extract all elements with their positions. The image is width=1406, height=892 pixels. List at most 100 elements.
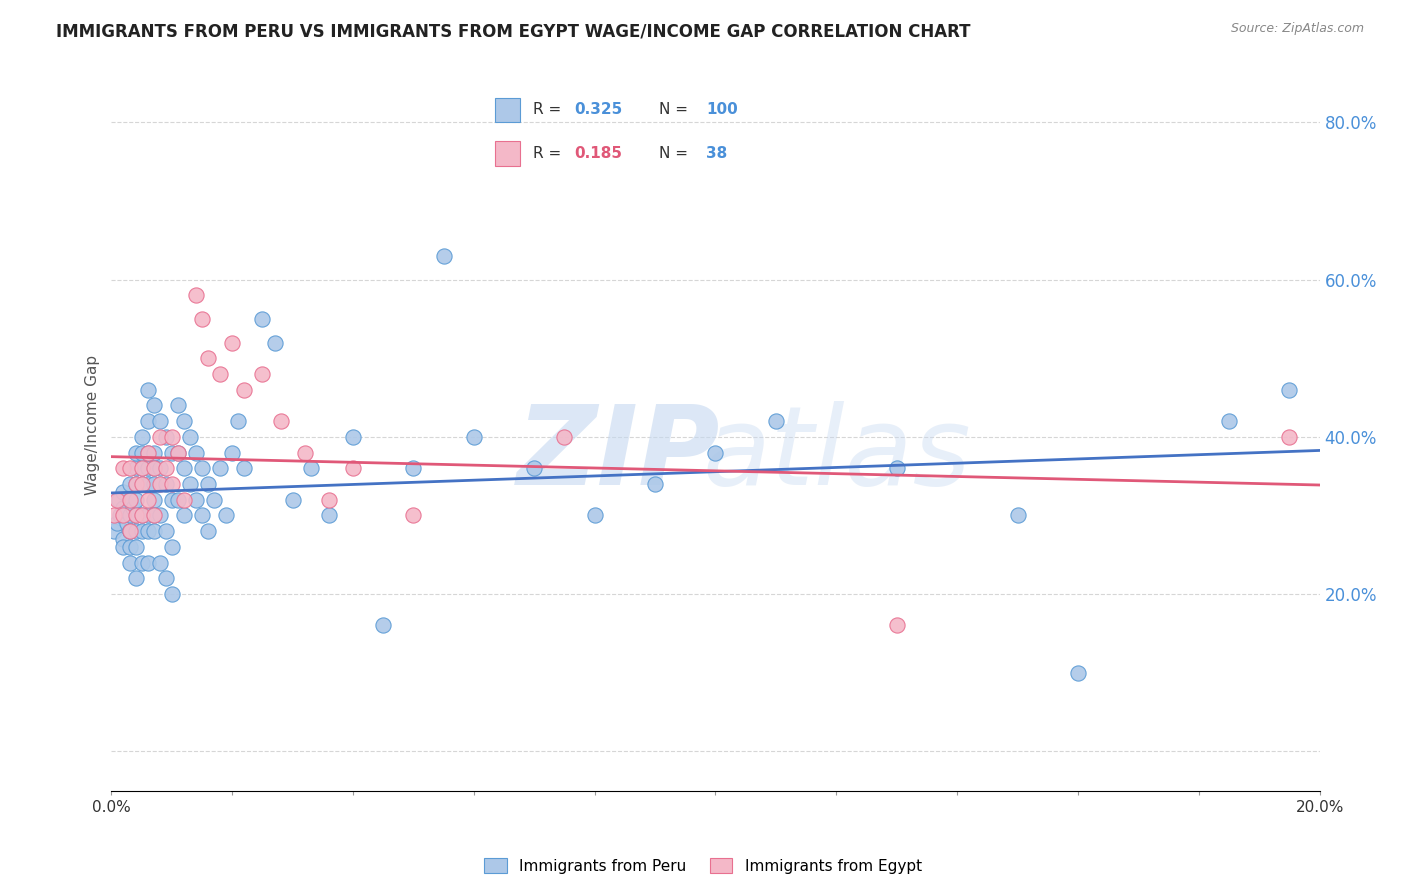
Point	[124, 492, 146, 507]
Point	[523, 461, 546, 475]
Point	[209, 461, 232, 475]
Point	[136, 461, 159, 475]
Point	[184, 445, 207, 459]
Point	[155, 524, 177, 538]
Point	[209, 367, 232, 381]
Point	[124, 477, 146, 491]
Point	[215, 508, 238, 523]
Point	[149, 477, 172, 491]
Point	[107, 492, 129, 507]
Point	[142, 508, 165, 523]
Point	[202, 492, 225, 507]
Point	[124, 461, 146, 475]
Point	[112, 508, 135, 523]
Point	[142, 492, 165, 507]
Point	[184, 492, 207, 507]
Point	[197, 477, 219, 491]
Text: ZIP: ZIP	[517, 401, 721, 508]
Point	[402, 461, 425, 475]
Point	[179, 430, 201, 444]
Point	[221, 445, 243, 459]
Point	[160, 430, 183, 444]
Point	[136, 445, 159, 459]
Point	[155, 430, 177, 444]
Point	[149, 430, 172, 444]
Point	[142, 461, 165, 475]
Point	[886, 461, 908, 475]
Point	[299, 461, 322, 475]
Y-axis label: Wage/Income Gap: Wage/Income Gap	[86, 355, 100, 495]
Point	[124, 477, 146, 491]
Point	[1278, 383, 1301, 397]
Point	[112, 500, 135, 515]
Point	[173, 492, 195, 507]
Point	[252, 312, 274, 326]
Point	[124, 540, 146, 554]
Point	[173, 414, 195, 428]
Point	[112, 484, 135, 499]
Point	[118, 524, 141, 538]
Point	[131, 508, 153, 523]
Point	[173, 461, 195, 475]
Point	[167, 445, 190, 459]
Point	[142, 461, 165, 475]
Point	[131, 461, 153, 475]
Point	[131, 508, 153, 523]
Point	[463, 430, 485, 444]
Point	[136, 556, 159, 570]
Point	[167, 399, 190, 413]
Point	[149, 508, 172, 523]
Point	[252, 367, 274, 381]
Point	[115, 516, 138, 531]
Point	[197, 351, 219, 366]
Point	[281, 492, 304, 507]
Point	[118, 556, 141, 570]
Point	[553, 430, 575, 444]
Point	[318, 508, 340, 523]
Point	[124, 508, 146, 523]
Point	[149, 461, 172, 475]
Point	[294, 445, 316, 459]
Point	[118, 540, 141, 554]
Point	[583, 508, 606, 523]
Point	[1278, 430, 1301, 444]
Point	[1067, 665, 1090, 680]
Point	[149, 556, 172, 570]
Point	[112, 532, 135, 546]
Point	[1007, 508, 1029, 523]
Point	[765, 414, 787, 428]
Point	[131, 445, 153, 459]
Point	[131, 556, 153, 570]
Point	[118, 508, 141, 523]
Point	[160, 587, 183, 601]
Point	[155, 461, 177, 475]
Point	[103, 508, 125, 523]
Point	[142, 508, 165, 523]
Point	[191, 312, 214, 326]
Point	[233, 461, 256, 475]
Point	[131, 477, 153, 491]
Point	[173, 508, 195, 523]
Point	[1218, 414, 1240, 428]
Text: atlas: atlas	[702, 401, 970, 508]
Point	[160, 540, 183, 554]
Point	[160, 445, 183, 459]
Point	[886, 618, 908, 632]
Point	[118, 492, 141, 507]
Point	[644, 477, 666, 491]
Point	[342, 461, 364, 475]
Text: Source: ZipAtlas.com: Source: ZipAtlas.com	[1230, 22, 1364, 36]
Point	[124, 508, 146, 523]
Point	[112, 540, 135, 554]
Point	[221, 335, 243, 350]
Point	[191, 508, 214, 523]
Text: IMMIGRANTS FROM PERU VS IMMIGRANTS FROM EGYPT WAGE/INCOME GAP CORRELATION CHART: IMMIGRANTS FROM PERU VS IMMIGRANTS FROM …	[56, 22, 970, 40]
Point	[142, 524, 165, 538]
Point	[167, 492, 190, 507]
Point	[118, 492, 141, 507]
Point	[160, 477, 183, 491]
Point	[124, 445, 146, 459]
Point	[118, 524, 141, 538]
Point	[107, 492, 129, 507]
Point	[402, 508, 425, 523]
